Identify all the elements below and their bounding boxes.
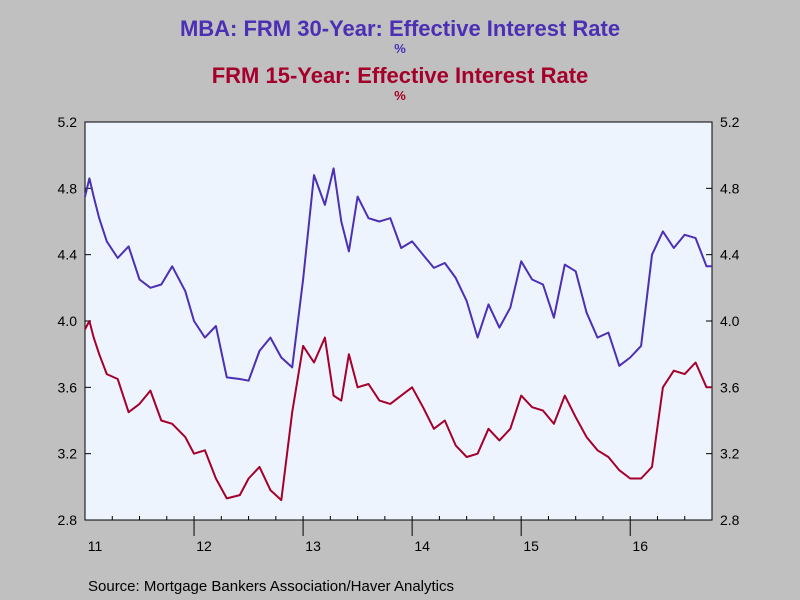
y-tick-label-left: 3.2 [58,446,78,462]
y-tick-label-right: 2.8 [720,512,740,528]
y-tick-label-left: 5.2 [58,114,78,130]
y-tick-label-left: 2.8 [58,512,78,528]
axes: 2.8 2.8 3.2 3.2 3.6 3.6 4.0 4.0 4.4 4.4 4.8 4.8 5.2 5… [58,114,740,554]
chart-subtitle: FRM 15-Year: Effective Interest Rate [211,63,589,88]
x-tick-label: 13 [305,538,321,554]
plot-area [84,121,713,521]
series-lines [84,167,712,502]
y-tick-label-left: 4.4 [58,247,78,263]
x-tick-label: 16 [632,538,648,554]
chart-subtitle-unit-2: % [394,88,406,103]
y-tick-label-left: 4.8 [58,180,78,196]
x-tick-label: 15 [523,538,539,554]
y-tick-label-left: 4.0 [58,313,78,329]
source-note: Source: Mortgage Bankers Association/Hav… [88,578,455,595]
chart-title: MBA: FRM 30-Year: Effective Interest Rat… [179,16,621,41]
chart-title-unit-1: % [394,41,406,56]
series-line-2 [84,320,712,502]
y-tick-label-right: 4.4 [720,247,740,263]
y-tick-label-right: 5.2 [720,114,740,130]
x-tick-label: 11 [88,538,103,554]
series-line-1 [84,167,712,382]
x-tick-label: 12 [196,538,212,554]
y-tick-label-right: 4.8 [720,180,740,196]
y-tick-label-left: 3.6 [58,379,78,395]
y-tick-label-right: 3.6 [720,379,740,395]
y-tick-label-right: 4.0 [720,313,740,329]
x-tick-label: 14 [414,538,430,554]
y-tick-label-right: 3.2 [720,446,740,462]
